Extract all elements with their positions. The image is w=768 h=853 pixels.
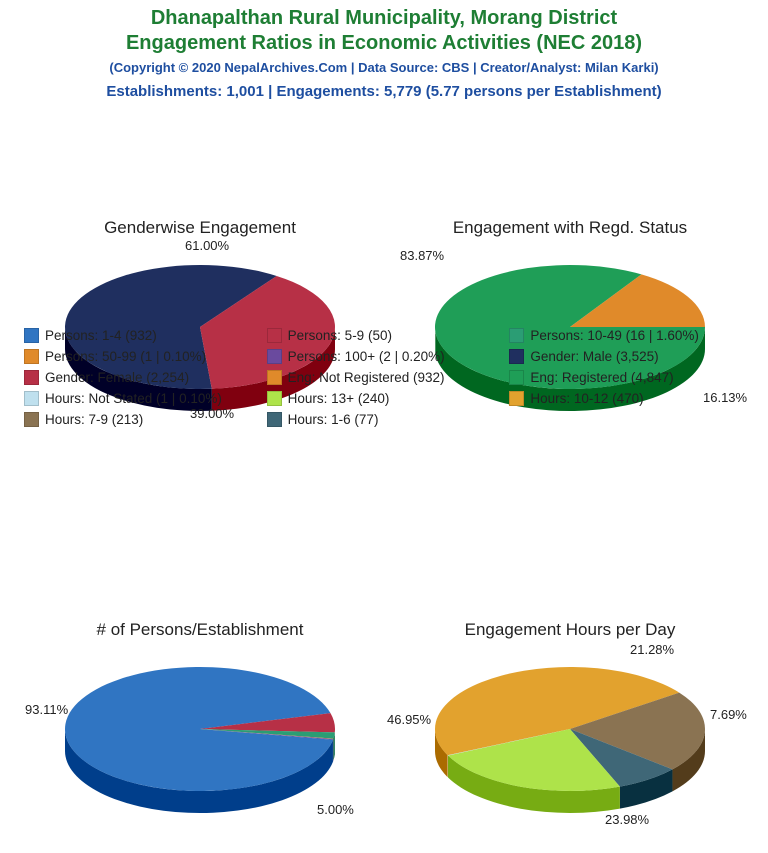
chart-title: Engagement with Regd. Status	[390, 218, 750, 238]
legend-swatch	[267, 328, 282, 343]
legend-swatch	[509, 328, 524, 343]
legend-label: Hours: 7-9 (213)	[45, 412, 143, 427]
legend-item: Persons: 1-4 (932)	[24, 328, 259, 343]
chart-hours: Engagement Hours per Day46.95%21.28%7.69…	[390, 620, 750, 848]
legend-swatch	[24, 349, 39, 364]
legend-item: Eng: Registered (4,847)	[509, 370, 744, 385]
callout-label: 21.28%	[630, 642, 674, 657]
callout-label: 93.11%	[25, 702, 68, 717]
legend-label: Gender: Male (3,525)	[530, 349, 658, 364]
legend-swatch	[24, 412, 39, 427]
legend-swatch	[267, 349, 282, 364]
legend: Persons: 1-4 (932) Persons: 5-9 (50) Perso…	[24, 328, 744, 427]
legend-label: Eng: Not Registered (932)	[288, 370, 445, 385]
legend-swatch	[509, 349, 524, 364]
legend-label: Persons: 5-9 (50)	[288, 328, 392, 343]
legend-label: Persons: 10-49 (16 | 1.60%)	[530, 328, 699, 343]
callout-label: 5.00%	[317, 802, 354, 817]
legend-label: Hours: 1-6 (77)	[288, 412, 379, 427]
pie-chart	[405, 642, 735, 848]
legend-item: Hours: 7-9 (213)	[24, 412, 259, 427]
callout-label: 61.00%	[185, 238, 229, 253]
legend-label: Persons: 1-4 (932)	[45, 328, 157, 343]
title-line2: Engagement Ratios in Economic Activities…	[126, 32, 642, 54]
legend-item: Hours: 1-6 (77)	[267, 412, 502, 427]
legend-label: Hours: 13+ (240)	[288, 391, 390, 406]
copyright-line: (Copyright © 2020 NepalArchives.Com | Da…	[0, 60, 768, 75]
legend-swatch	[509, 370, 524, 385]
legend-label: Hours: 10-12 (470)	[530, 391, 643, 406]
legend-swatch	[24, 391, 39, 406]
pie-wrap: 93.11%5.00%	[35, 642, 365, 848]
legend-swatch	[267, 391, 282, 406]
callout-label: 7.69%	[710, 707, 747, 722]
chart-title: Genderwise Engagement	[20, 218, 380, 238]
legend-item: Gender: Male (3,525)	[509, 349, 744, 364]
legend-item: Persons: 10-49 (16 | 1.60%)	[509, 328, 744, 343]
legend-item: Persons: 100+ (2 | 0.20%)	[267, 349, 502, 364]
legend-item: Hours: 13+ (240)	[267, 391, 502, 406]
callout-label: 23.98%	[605, 812, 649, 827]
legend-label: Persons: 50-99 (1 | 0.10%)	[45, 349, 206, 364]
legend-label: Eng: Registered (4,847)	[530, 370, 673, 385]
legend-item: Gender: Female (2,254)	[24, 370, 259, 385]
callout-label: 46.95%	[387, 712, 431, 727]
legend-swatch	[267, 370, 282, 385]
stats-line: Establishments: 1,001 | Engagements: 5,7…	[0, 83, 768, 100]
chart-persons: # of Persons/Establishment93.11%5.00%	[20, 620, 380, 848]
legend-item: Persons: 50-99 (1 | 0.10%)	[24, 349, 259, 364]
chart-title: Engagement Hours per Day	[390, 620, 750, 640]
chart-title: # of Persons/Establishment	[20, 620, 380, 640]
legend-item: Hours: 10-12 (470)	[509, 391, 744, 406]
legend-swatch	[24, 370, 39, 385]
legend-swatch	[24, 328, 39, 343]
callout-label: 83.87%	[400, 248, 444, 263]
legend-item: Persons: 5-9 (50)	[267, 328, 502, 343]
legend-label: Hours: Not Stated (1 | 0.10%)	[45, 391, 222, 406]
legend-item: Hours: Not Stated (1 | 0.10%)	[24, 391, 259, 406]
pie-chart	[35, 642, 365, 848]
legend-label: Persons: 100+ (2 | 0.20%)	[288, 349, 445, 364]
legend-swatch	[267, 412, 282, 427]
legend-swatch	[509, 391, 524, 406]
legend-label: Gender: Female (2,254)	[45, 370, 189, 385]
page-title: Dhanapalthan Rural Municipality, Morang …	[0, 0, 768, 56]
legend-item: Eng: Not Registered (932)	[267, 370, 502, 385]
pie-wrap: 46.95%21.28%7.69%23.98%	[405, 642, 735, 848]
title-line1: Dhanapalthan Rural Municipality, Morang …	[151, 7, 617, 29]
